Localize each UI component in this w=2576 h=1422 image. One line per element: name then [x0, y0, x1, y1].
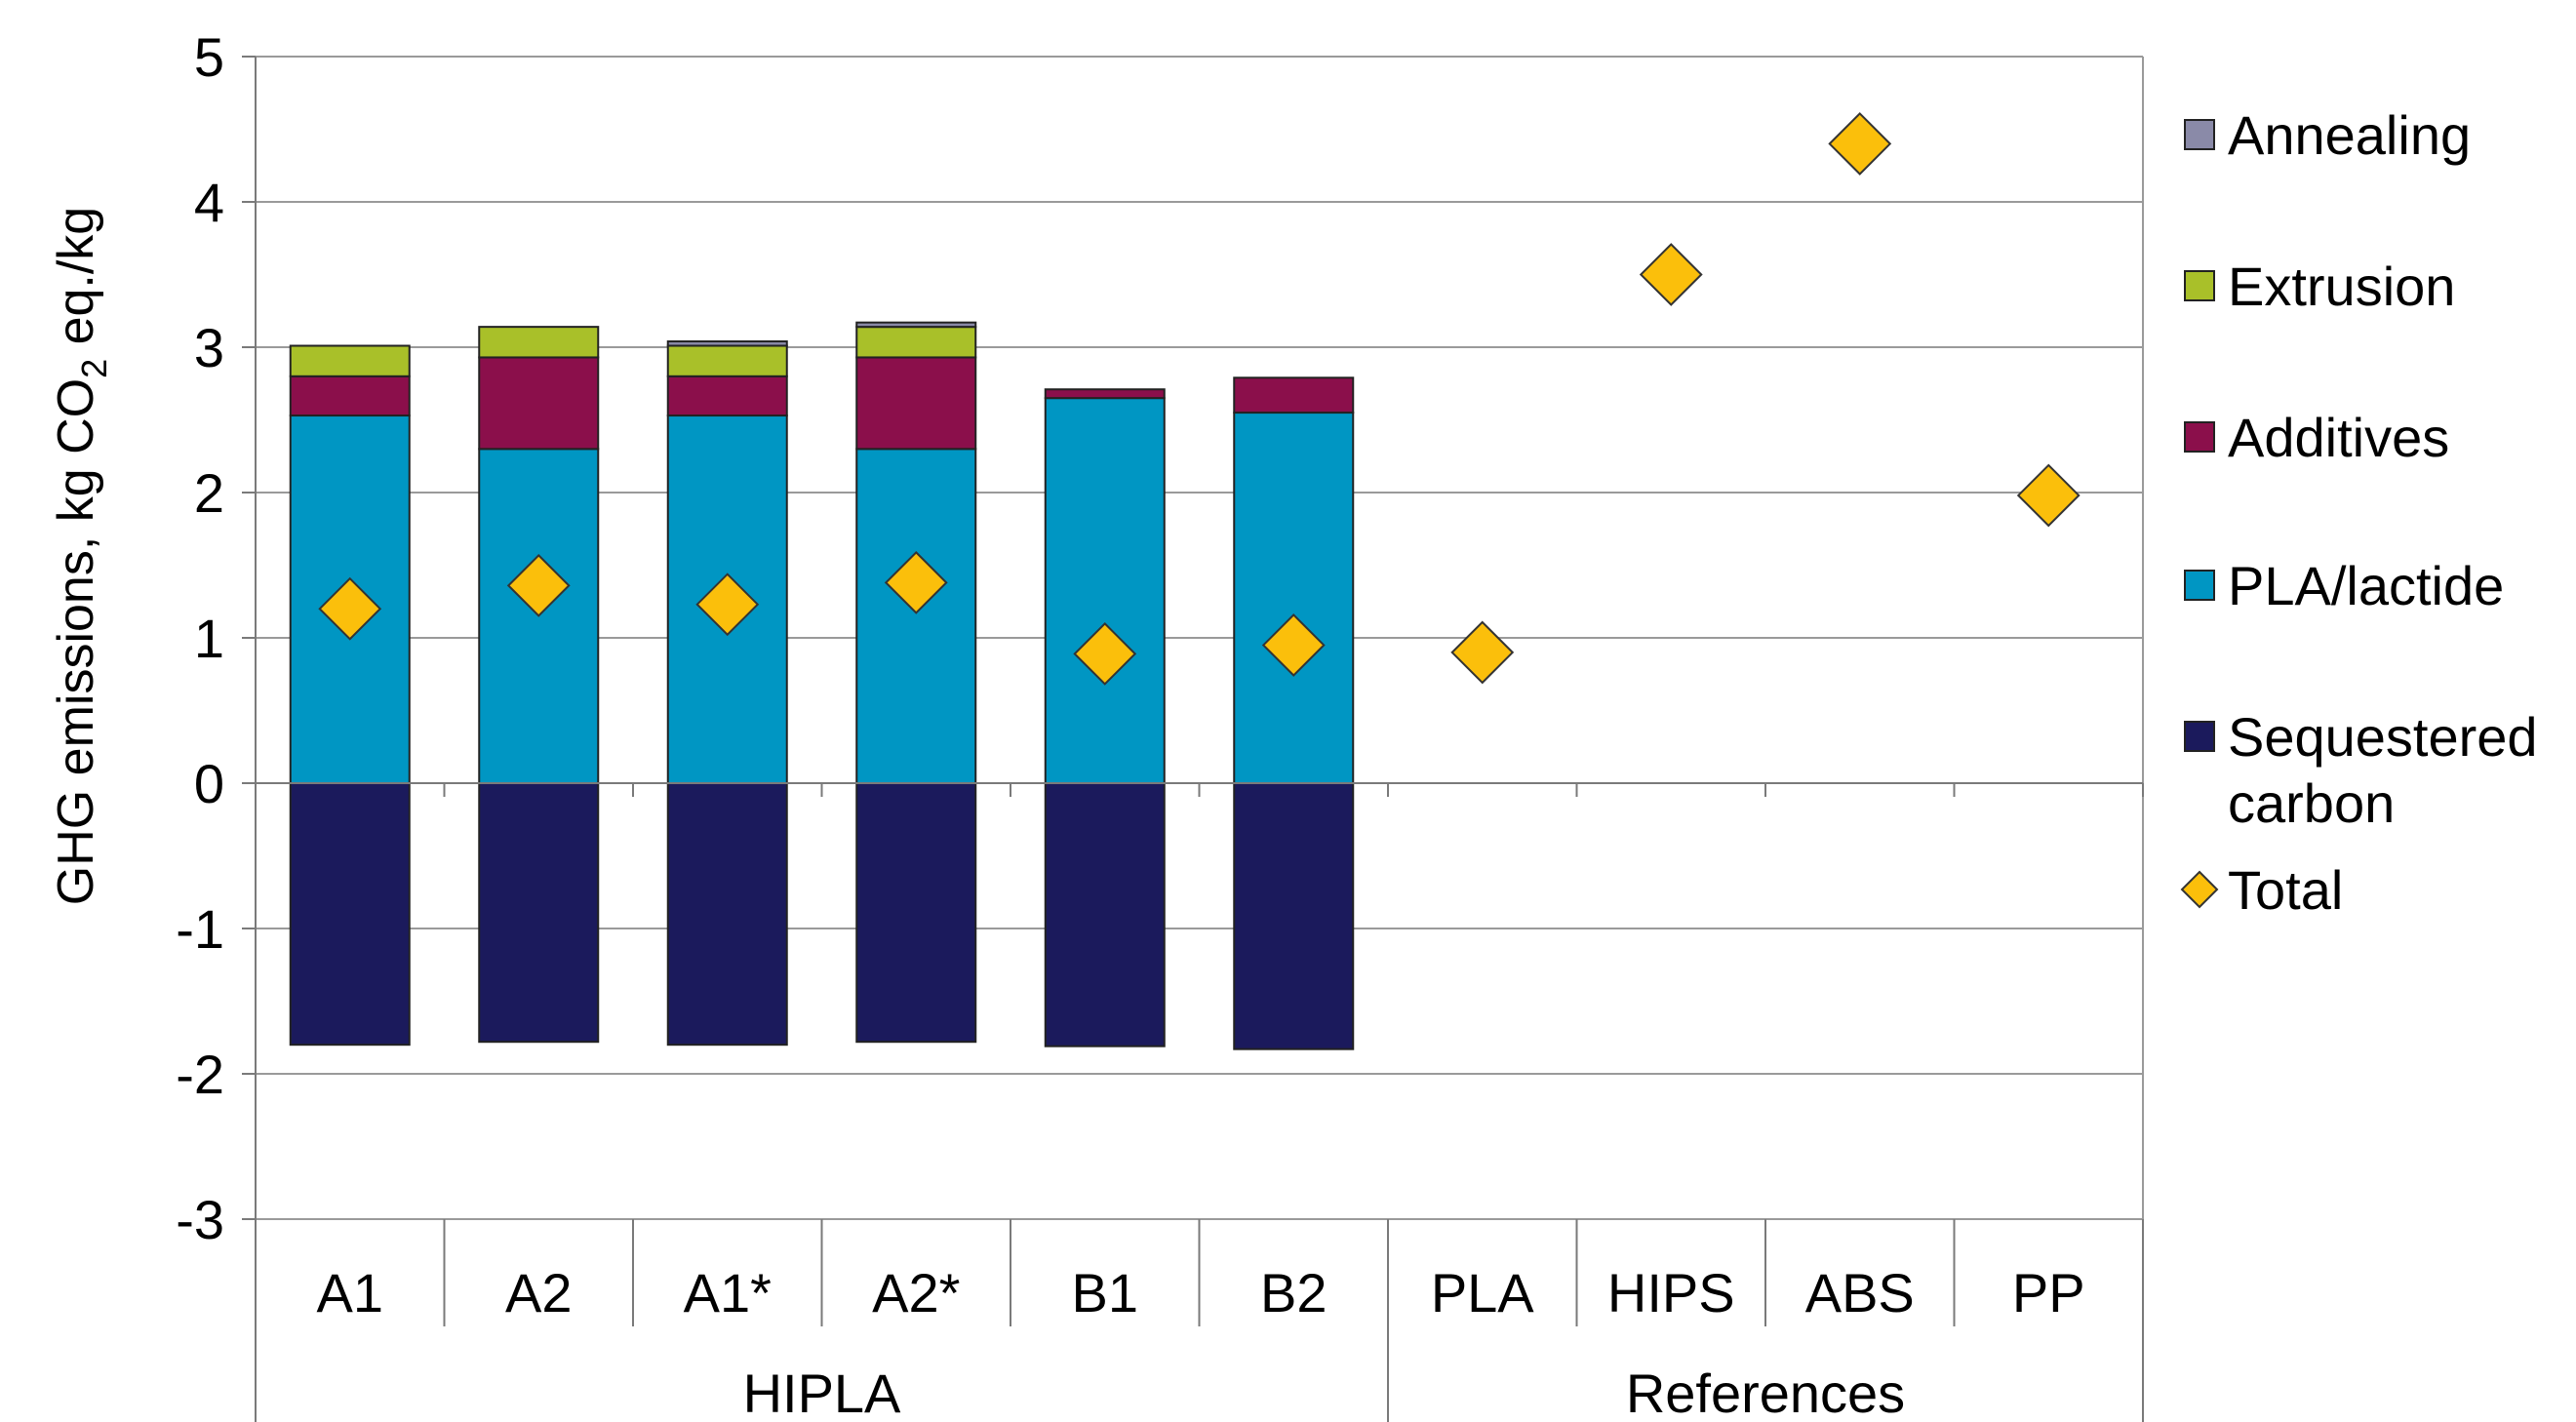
x-category-label: HIPS	[1607, 1262, 1735, 1323]
x-group-label: References	[1626, 1363, 1905, 1422]
axes	[242, 56, 2144, 1422]
y-axis-label: GHG emissions, kg CO2 eq./kg	[48, 207, 114, 905]
bars	[289, 321, 1355, 1050]
legend-swatch	[2184, 270, 2215, 301]
total-marker	[1073, 621, 1137, 686]
y-tick-label: 0	[194, 753, 224, 814]
total-marker	[1261, 613, 1326, 677]
legend-swatch	[2184, 421, 2215, 453]
bar-segment	[289, 375, 411, 417]
x-category-label: A1*	[684, 1262, 772, 1323]
y-tick-label: 3	[194, 317, 224, 378]
bar-segment	[289, 782, 411, 1047]
legend-label: Annealing	[2228, 104, 2471, 166]
legend-label: PLA/lactide	[2228, 555, 2504, 616]
legend-swatch	[2184, 119, 2215, 150]
bar-segment	[1044, 782, 1166, 1047]
total-marker	[1450, 620, 1515, 685]
legend-label: Additives	[2228, 407, 2449, 468]
legend-label: carbon	[2228, 772, 2395, 834]
x-category-label: PP	[2012, 1262, 2085, 1323]
x-group-labels: HIPLA References	[743, 1363, 1906, 1422]
bar-segment	[1044, 397, 1166, 784]
bar-segment	[666, 375, 788, 417]
bar-segment	[855, 448, 977, 784]
legend-label: Extrusion	[2228, 256, 2455, 317]
y-tick-label: 5	[194, 26, 224, 88]
bar-segment	[1233, 376, 1355, 415]
bar-segment	[1044, 388, 1166, 400]
bar-segment	[855, 782, 977, 1044]
legend-swatch	[2184, 721, 2215, 752]
legend-swatch	[2184, 570, 2215, 601]
x-category-label: A2	[505, 1262, 573, 1323]
legend-label: Sequestered	[2228, 706, 2538, 768]
legend-label: Total	[2228, 859, 2343, 921]
total-marker	[506, 553, 571, 617]
bar-segment	[666, 344, 788, 377]
bar-segment	[1233, 782, 1355, 1050]
bar-segment	[478, 356, 600, 451]
total-marker	[2016, 463, 2081, 528]
x-category-label: PLA	[1431, 1262, 1534, 1323]
bar-segment	[855, 321, 977, 329]
y-tick-label: 2	[194, 462, 224, 524]
bar-segment	[855, 326, 977, 359]
total-marker	[1828, 111, 1892, 176]
bar-segment	[1233, 412, 1355, 784]
y-tick-label: -1	[176, 898, 224, 960]
bar-segment	[666, 782, 788, 1047]
bar-segment	[478, 782, 600, 1044]
y-tick-labels: 5 4 3 2 1 0 -1 -2 -3	[176, 26, 224, 1250]
x-category-label: ABS	[1805, 1262, 1915, 1323]
bar-segment	[666, 340, 788, 347]
legend-total-marker	[2180, 870, 2219, 909]
x-category-label: A2*	[872, 1262, 960, 1323]
total-markers	[318, 111, 2081, 686]
x-category-label: A1	[317, 1262, 384, 1323]
x-category-labels: A1 A2 A1* A2* B1 B2 PLA HIPS ABS PP	[317, 1262, 2085, 1323]
x-category-label: B1	[1072, 1262, 1139, 1323]
y-tick-label: -2	[176, 1044, 224, 1105]
y-tick-label: 1	[194, 608, 224, 669]
y-tick-label: 4	[194, 172, 224, 233]
bar-segment	[289, 344, 411, 377]
x-group-label: HIPLA	[743, 1363, 901, 1422]
legend: Annealing Extrusion Additives PLA/lactide Se…	[2180, 104, 2538, 921]
bar-segment	[478, 326, 600, 359]
total-marker	[318, 576, 382, 641]
y-tick-label: -3	[176, 1189, 224, 1250]
x-category-label: B2	[1260, 1262, 1328, 1323]
bar-segment	[855, 356, 977, 451]
total-marker	[695, 573, 760, 637]
total-marker	[1639, 243, 1703, 306]
total-marker	[884, 550, 948, 614]
